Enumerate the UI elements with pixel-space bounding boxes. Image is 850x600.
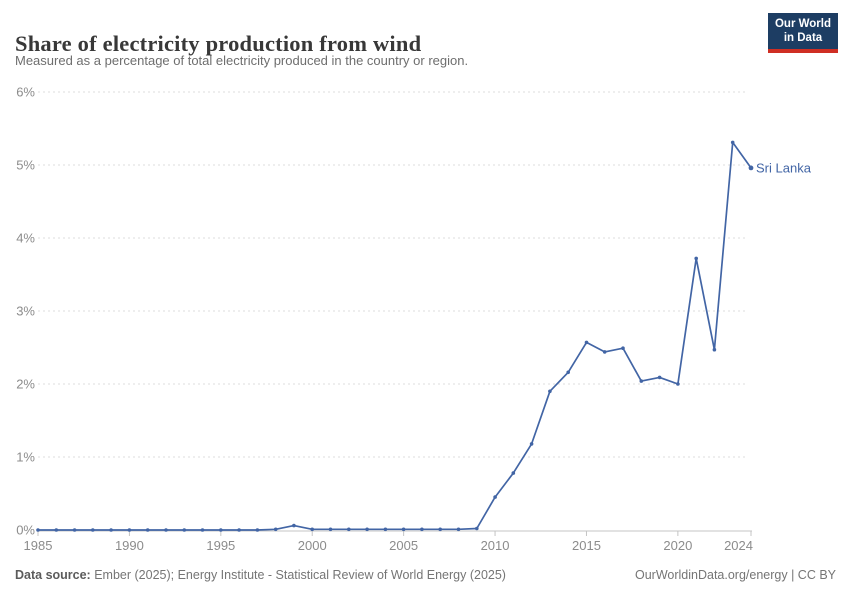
data-point-marker (383, 527, 388, 532)
data-point-marker (529, 442, 534, 446)
data-point-marker (91, 528, 95, 532)
data-point-marker (109, 528, 113, 532)
data-point-marker (438, 527, 443, 532)
data-point-marker (676, 382, 680, 386)
data-point-marker (72, 528, 77, 532)
data-point-marker (54, 528, 59, 532)
y-tick-label: 0% (16, 523, 35, 538)
data-point-marker (200, 528, 205, 532)
data-point-marker (730, 140, 735, 145)
x-tick-label: 1990 (115, 538, 144, 553)
owid-logo-line1: Our World (774, 17, 831, 30)
page-title: Share of electricity production from win… (15, 31, 422, 57)
owid-logo[interactable]: Our World in Data (768, 13, 838, 53)
x-tick-label: 2005 (389, 538, 418, 553)
data-point-marker (164, 528, 168, 532)
data-point-marker (273, 527, 278, 532)
data-point-marker (493, 495, 497, 499)
chart-footer: Data source: Ember (2025); Energy Instit… (0, 568, 850, 582)
y-tick-label: 2% (16, 377, 35, 392)
data-point-marker (365, 527, 369, 532)
y-tick-label: 6% (16, 85, 35, 100)
data-point-marker (639, 379, 644, 383)
data-point-marker (657, 375, 662, 380)
series-line-sri-lanka[interactable] (37, 141, 752, 531)
x-tick-label: 1995 (206, 538, 235, 553)
data-point-marker (566, 370, 570, 375)
y-tick-label: 1% (16, 450, 35, 465)
data-point-marker (310, 527, 315, 532)
chart-subtitle: Measured as a percentage of total electr… (15, 53, 469, 68)
data-point-marker (748, 165, 754, 171)
data-point-marker (182, 528, 187, 532)
data-point-marker (219, 528, 223, 532)
data-source-text: Ember (2025); Energy Institute - Statist… (94, 568, 506, 582)
x-tick-label: 2015 (572, 538, 601, 553)
data-point-marker (127, 528, 132, 532)
data-point-marker (237, 528, 241, 532)
y-tick-label: 3% (16, 304, 35, 319)
owid-url-license-link[interactable]: OurWorldinData.org/energy | CC BY (634, 568, 836, 582)
x-tick-label: 2024 (724, 538, 753, 553)
data-point-marker (255, 528, 260, 532)
data-point-marker (475, 526, 479, 531)
data-point-marker (36, 528, 40, 532)
x-tick-label: 2020 (663, 538, 692, 553)
data-point-marker (456, 527, 461, 532)
y-tick-label: 4% (16, 231, 35, 246)
x-tick-label: 2000 (298, 538, 327, 553)
data-point-marker (584, 340, 589, 345)
owid-logo-line2: in Data (783, 32, 823, 44)
data-point-marker (401, 527, 406, 532)
data-point-marker (712, 347, 717, 352)
series-label-sri-lanka[interactable]: Sri Lanka (755, 159, 814, 177)
data-point-marker (292, 523, 296, 528)
y-tick-label: 5% (16, 158, 35, 173)
data-point-marker (420, 527, 424, 532)
data-source-note: Data source: Ember (2025); Energy Instit… (15, 568, 506, 582)
data-point-marker (694, 256, 698, 261)
data-point-marker (511, 471, 516, 475)
data-point-marker (602, 350, 607, 354)
data-point-marker (328, 527, 333, 532)
data-point-marker (347, 527, 351, 532)
data-point-marker (145, 528, 150, 532)
x-tick-label: 2010 (481, 538, 510, 553)
data-point-marker (621, 346, 625, 351)
data-point-marker (548, 389, 552, 394)
x-tick-label: 1985 (24, 538, 53, 553)
wind-share-line-chart: 0% 1% 2% 3% 4% 5% 6% 1985 1990 1995 2000 2005 2010 20… (16, 85, 814, 554)
data-source-label: Data source: (15, 568, 91, 582)
